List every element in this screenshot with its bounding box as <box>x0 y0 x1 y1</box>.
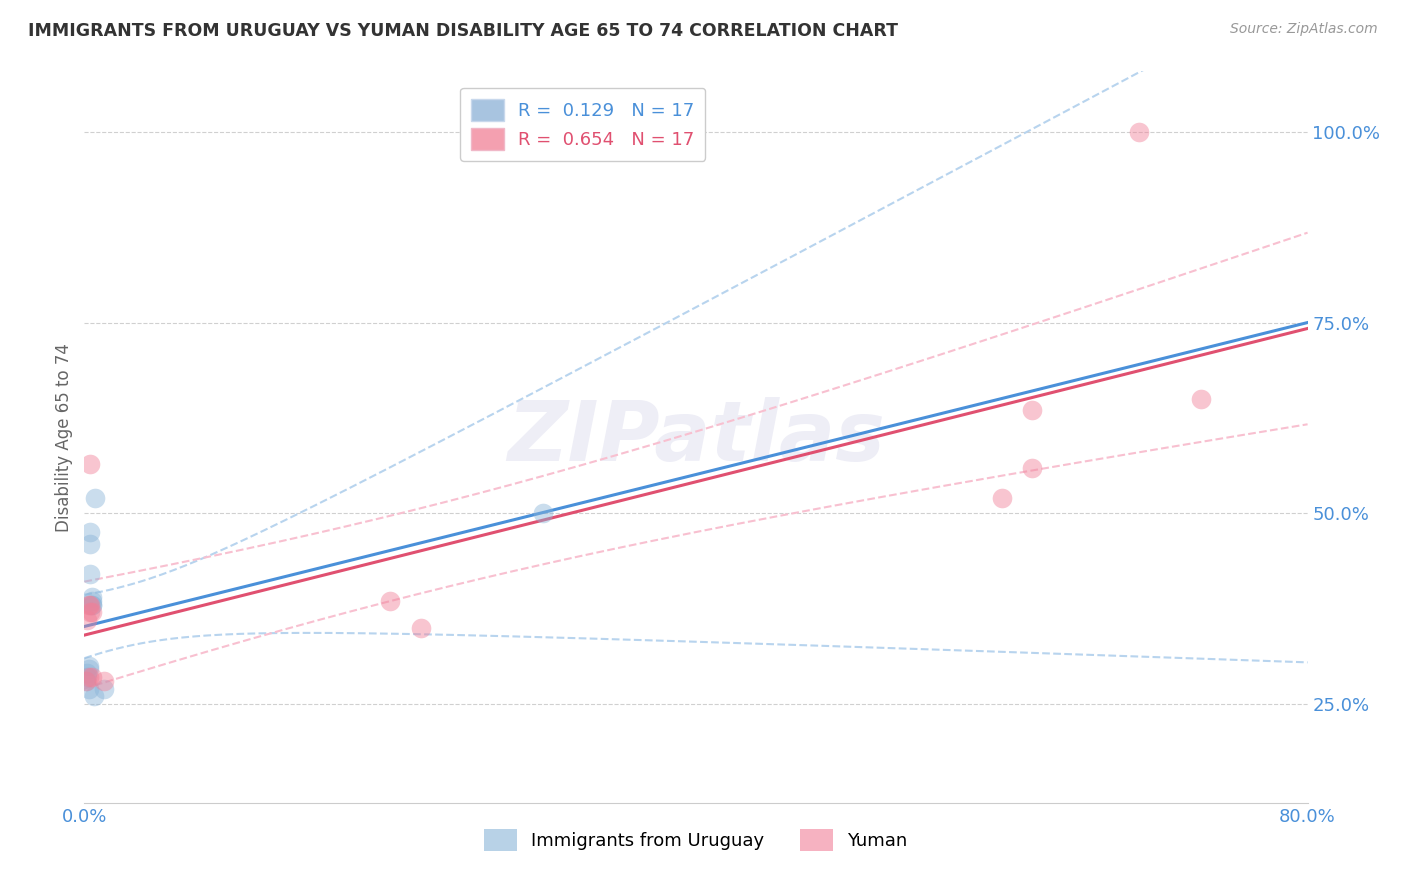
Text: IMMIGRANTS FROM URUGUAY VS YUMAN DISABILITY AGE 65 TO 74 CORRELATION CHART: IMMIGRANTS FROM URUGUAY VS YUMAN DISABIL… <box>28 22 898 40</box>
Point <box>77 658 100 673</box>
Point <box>409 621 432 635</box>
Point <box>83 689 105 703</box>
Point <box>76 666 98 681</box>
Point <box>80 598 103 612</box>
Point <box>1128 125 1150 139</box>
Point <box>77 598 100 612</box>
Point <box>93 681 115 696</box>
Point <box>76 613 98 627</box>
Point <box>531 506 554 520</box>
Point <box>1021 403 1043 417</box>
Text: ZIPatlas: ZIPatlas <box>508 397 884 477</box>
Point <box>75 673 97 688</box>
Point <box>1189 392 1212 406</box>
Point <box>80 670 103 684</box>
Point <box>79 525 101 540</box>
Point <box>991 491 1014 505</box>
Point <box>79 567 101 582</box>
Point <box>80 590 103 604</box>
Point <box>93 673 115 688</box>
Point <box>79 598 101 612</box>
Point <box>380 594 402 608</box>
Point <box>79 605 101 619</box>
Point <box>77 663 100 677</box>
Point <box>77 681 100 696</box>
Point <box>75 673 97 688</box>
Point <box>80 605 103 619</box>
Point <box>80 594 103 608</box>
Point <box>80 598 103 612</box>
Point <box>79 457 101 471</box>
Y-axis label: Disability Age 65 to 74: Disability Age 65 to 74 <box>55 343 73 532</box>
Legend: Immigrants from Uruguay, Yuman: Immigrants from Uruguay, Yuman <box>475 820 917 860</box>
Point <box>84 491 107 505</box>
Point <box>77 670 100 684</box>
Point <box>1021 460 1043 475</box>
Point <box>76 670 98 684</box>
Text: Source: ZipAtlas.com: Source: ZipAtlas.com <box>1230 22 1378 37</box>
Point <box>79 537 101 551</box>
